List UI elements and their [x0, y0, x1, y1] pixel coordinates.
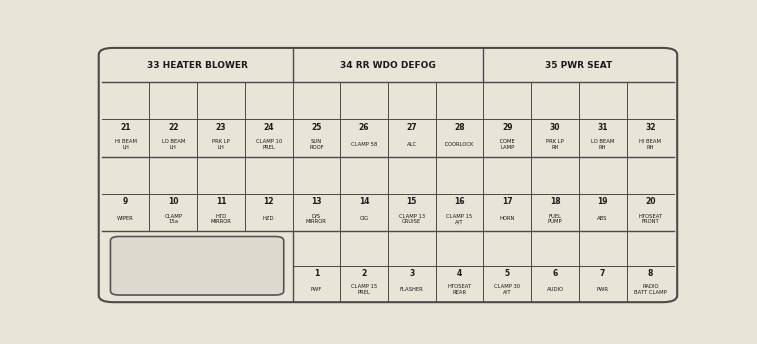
Text: 35 PWR SEAT: 35 PWR SEAT: [545, 61, 612, 70]
Text: 3: 3: [410, 269, 414, 278]
Text: DOORLOCK: DOORLOCK: [445, 142, 474, 147]
Text: 11: 11: [216, 197, 226, 206]
FancyBboxPatch shape: [98, 48, 678, 302]
Text: CIG: CIG: [360, 216, 369, 221]
Text: HORN: HORN: [500, 216, 515, 221]
Text: 1: 1: [313, 269, 319, 278]
Text: CLAMP 30
A/T: CLAMP 30 A/T: [494, 284, 520, 295]
Text: ALC: ALC: [407, 142, 417, 147]
Text: 10: 10: [168, 197, 179, 206]
Text: 29: 29: [502, 123, 512, 132]
Text: PWR: PWR: [597, 287, 609, 292]
Text: 6: 6: [553, 269, 558, 278]
Text: 7: 7: [600, 269, 606, 278]
Text: 2: 2: [362, 269, 366, 278]
Text: HI BEAM
RH: HI BEAM RH: [640, 139, 662, 150]
Text: 25: 25: [311, 123, 322, 132]
Text: PWF: PWF: [310, 287, 322, 292]
Text: CLAMP 10
PREL: CLAMP 10 PREL: [256, 139, 282, 150]
Text: HTOSEAT
FRONT: HTOSEAT FRONT: [638, 214, 662, 224]
Text: 16: 16: [454, 197, 465, 206]
Text: 8: 8: [648, 269, 653, 278]
Text: CLAMP 15
PREL: CLAMP 15 PREL: [351, 284, 377, 295]
Text: HTOSEAT
REAR: HTOSEAT REAR: [447, 284, 472, 295]
Text: 21: 21: [120, 123, 131, 132]
Text: CLAMP 58: CLAMP 58: [351, 142, 377, 147]
Text: FUEL
PUMP: FUEL PUMP: [547, 214, 562, 224]
Text: CLAMP
15a: CLAMP 15a: [164, 214, 182, 224]
Text: WIPER: WIPER: [117, 216, 134, 221]
Text: 23: 23: [216, 123, 226, 132]
Text: 5: 5: [505, 269, 509, 278]
Text: 22: 22: [168, 123, 179, 132]
Text: 34 RR WDO DEFOG: 34 RR WDO DEFOG: [340, 61, 436, 70]
Text: PRK LP
LH: PRK LP LH: [212, 139, 230, 150]
Text: RADIO
BATT CLAMP: RADIO BATT CLAMP: [634, 284, 667, 295]
Text: HZD: HZD: [263, 216, 275, 221]
Text: HI BEAM
LH: HI BEAM LH: [114, 139, 136, 150]
Text: 12: 12: [263, 197, 274, 206]
Text: 9: 9: [123, 197, 128, 206]
Text: 33 HEATER BLOWER: 33 HEATER BLOWER: [147, 61, 248, 70]
Text: 28: 28: [454, 123, 465, 132]
Text: 26: 26: [359, 123, 369, 132]
Text: HTD
MIRROR: HTD MIRROR: [210, 214, 232, 224]
Text: 31: 31: [597, 123, 608, 132]
Text: 19: 19: [597, 197, 608, 206]
Text: 27: 27: [407, 123, 417, 132]
FancyBboxPatch shape: [111, 236, 284, 295]
Text: 30: 30: [550, 123, 560, 132]
Text: CLAMP 15
A/T: CLAMP 15 A/T: [447, 214, 472, 224]
Text: 13: 13: [311, 197, 322, 206]
Text: 24: 24: [263, 123, 274, 132]
Text: 4: 4: [457, 269, 463, 278]
Text: SUN
ROOF: SUN ROOF: [309, 139, 324, 150]
Text: AUDIO: AUDIO: [547, 287, 563, 292]
Text: DOME
LAMP: DOME LAMP: [500, 139, 515, 150]
Text: 20: 20: [645, 197, 656, 206]
Text: 17: 17: [502, 197, 512, 206]
Text: 14: 14: [359, 197, 369, 206]
Text: CLAMP 13
CRUISE: CLAMP 13 CRUISE: [399, 214, 425, 224]
Text: FLASHER: FLASHER: [400, 287, 424, 292]
Text: 18: 18: [550, 197, 560, 206]
Text: ABS: ABS: [597, 216, 608, 221]
Text: 32: 32: [645, 123, 656, 132]
Text: PRK LP
RH: PRK LP RH: [546, 139, 564, 150]
Text: D/S
MIRROR: D/S MIRROR: [306, 214, 327, 224]
Text: LO BEAM
LH: LO BEAM LH: [161, 139, 185, 150]
Text: 15: 15: [407, 197, 417, 206]
Text: LO BEAM
RH: LO BEAM RH: [591, 139, 615, 150]
